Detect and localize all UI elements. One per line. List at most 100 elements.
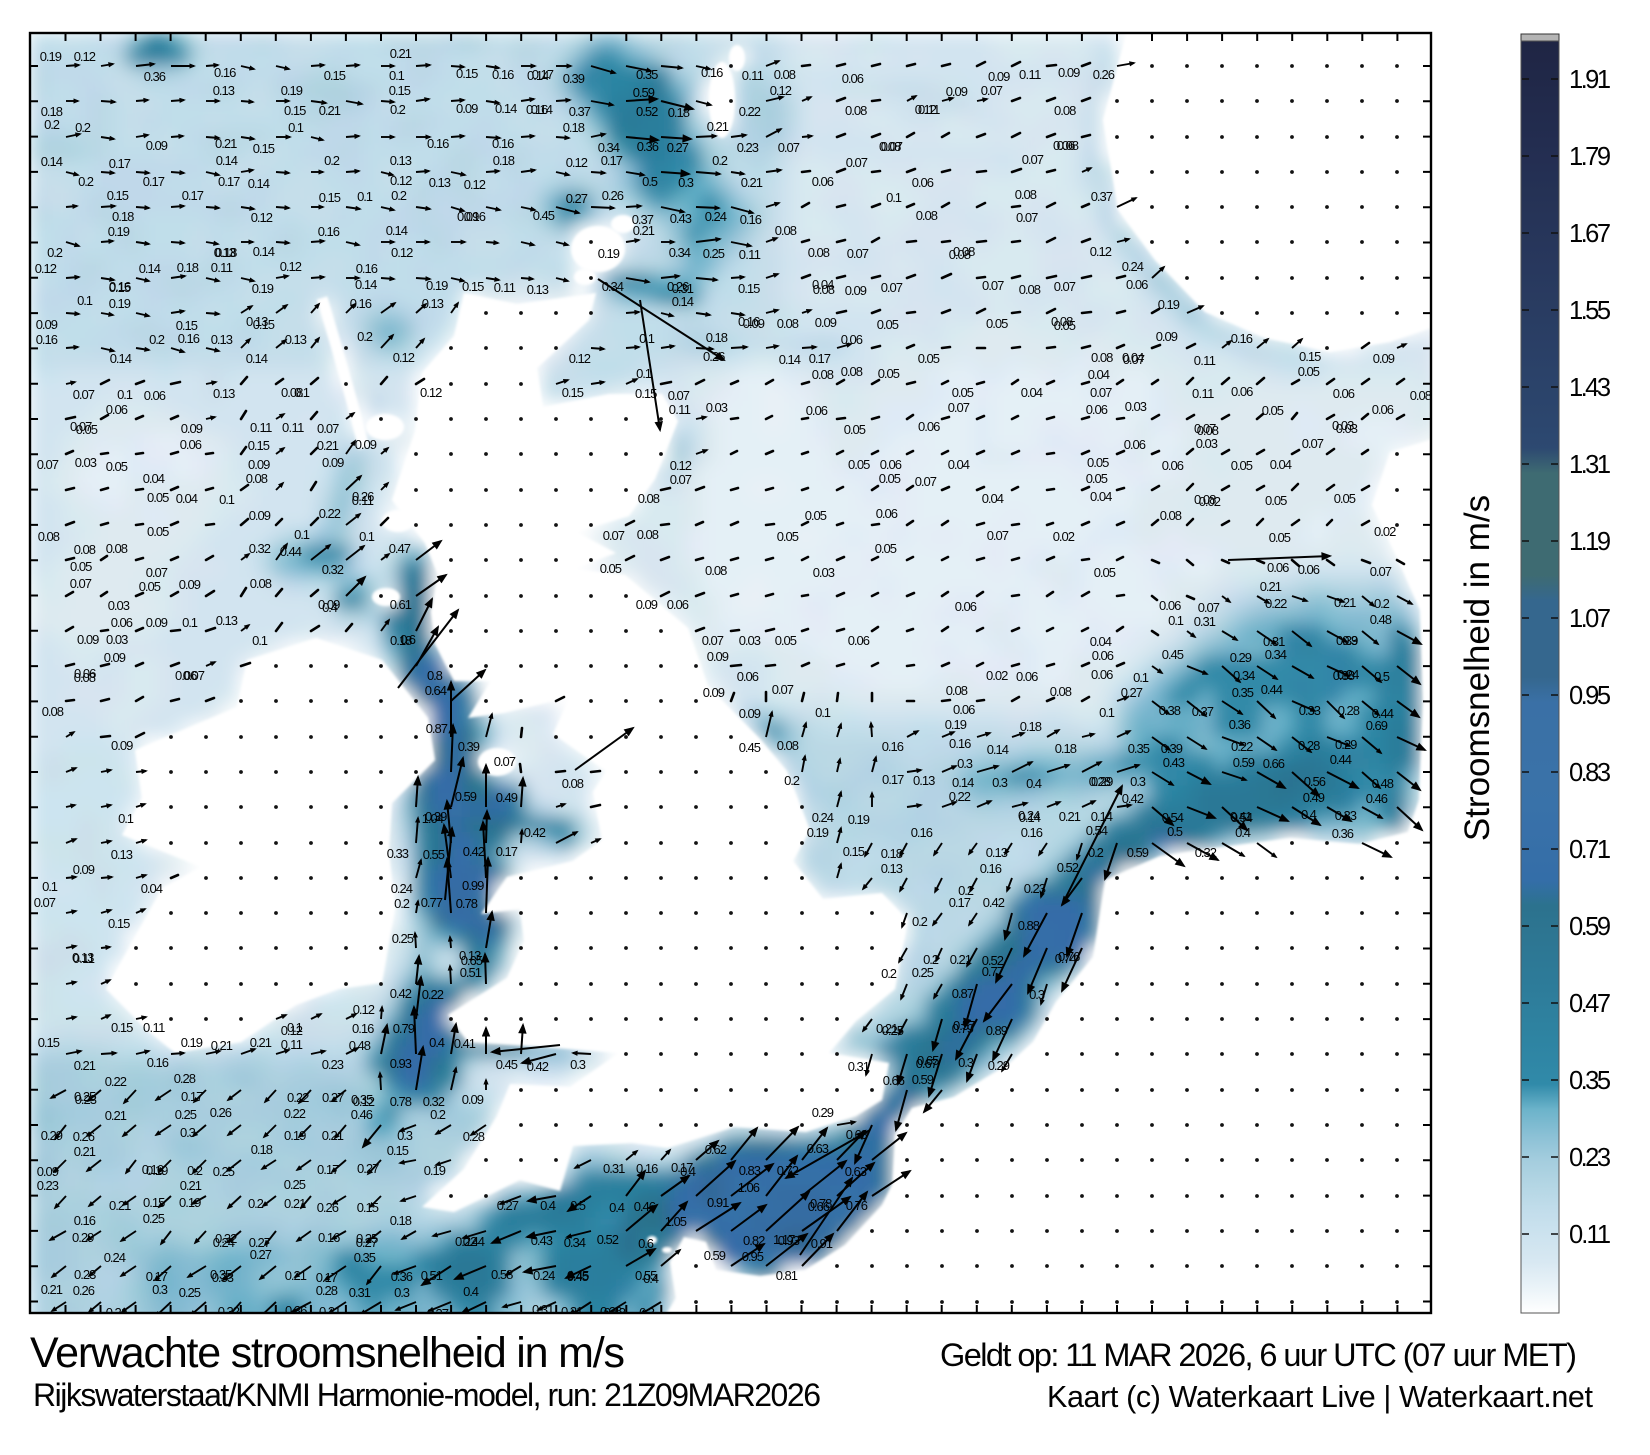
svg-text:0.65: 0.65 <box>917 1053 939 1068</box>
svg-text:0.04: 0.04 <box>141 881 163 896</box>
svg-text:0.59: 0.59 <box>1233 755 1255 770</box>
svg-text:0.72: 0.72 <box>777 1163 799 1178</box>
svg-text:0.06: 0.06 <box>1126 277 1148 292</box>
svg-text:0.03: 0.03 <box>106 632 128 647</box>
svg-text:0.07: 0.07 <box>1090 385 1112 400</box>
svg-text:0.09: 0.09 <box>1373 351 1395 366</box>
svg-text:0.14: 0.14 <box>779 352 801 367</box>
svg-text:0.3: 0.3 <box>992 775 1008 790</box>
svg-text:0.1: 0.1 <box>1133 670 1149 685</box>
svg-text:0.2: 0.2 <box>394 896 410 911</box>
svg-text:0.19: 0.19 <box>179 1195 201 1210</box>
svg-text:0.27: 0.27 <box>1121 685 1143 700</box>
svg-text:0.52: 0.52 <box>597 1232 619 1247</box>
svg-text:0.54: 0.54 <box>1231 810 1253 825</box>
svg-text:0.06: 0.06 <box>1124 437 1146 452</box>
svg-text:0.06: 0.06 <box>1333 386 1355 401</box>
svg-text:Geldt op: 11 MAR 2026, 6 uur U: Geldt op: 11 MAR 2026, 6 uur UTC (07 uur… <box>940 1337 1577 1373</box>
svg-text:0.66: 0.66 <box>883 1073 905 1088</box>
svg-text:0.12: 0.12 <box>251 210 273 225</box>
svg-text:0.19: 0.19 <box>848 812 870 827</box>
svg-text:0.07: 0.07 <box>73 387 95 402</box>
svg-text:0.74: 0.74 <box>1055 951 1077 966</box>
svg-text:0.04: 0.04 <box>143 471 165 486</box>
svg-text:0.09: 0.09 <box>322 455 344 470</box>
svg-text:1.04: 1.04 <box>422 811 444 826</box>
svg-text:0.09: 0.09 <box>457 209 479 224</box>
svg-text:0.09: 0.09 <box>815 315 837 330</box>
svg-text:0.05: 0.05 <box>1334 491 1356 506</box>
svg-text:0.12: 0.12 <box>1090 244 1112 259</box>
svg-text:0.27: 0.27 <box>249 1235 271 1250</box>
svg-text:0.49: 0.49 <box>1303 790 1325 805</box>
svg-text:0.18: 0.18 <box>215 245 237 260</box>
svg-text:0.26: 0.26 <box>73 1283 95 1298</box>
svg-text:0.21: 0.21 <box>741 175 763 190</box>
svg-text:0.05: 0.05 <box>777 529 799 544</box>
svg-text:0.16: 0.16 <box>882 739 904 754</box>
svg-text:0.06: 0.06 <box>111 615 133 630</box>
svg-text:0.91: 0.91 <box>811 1236 833 1251</box>
svg-text:0.19: 0.19 <box>252 281 274 296</box>
svg-text:0.32: 0.32 <box>249 541 271 556</box>
svg-text:1.06: 1.06 <box>738 1180 760 1195</box>
svg-text:0.18: 0.18 <box>41 104 63 119</box>
svg-text:0.05: 0.05 <box>70 559 92 574</box>
svg-text:0.04: 0.04 <box>982 491 1004 506</box>
svg-text:0.56: 0.56 <box>1304 774 1326 789</box>
svg-text:0.15: 0.15 <box>462 279 484 294</box>
svg-text:0.1: 0.1 <box>815 705 831 720</box>
svg-text:0.16: 0.16 <box>214 65 236 80</box>
svg-text:0.14: 0.14 <box>216 153 238 168</box>
svg-text:0.07: 0.07 <box>881 139 903 154</box>
svg-text:0.11: 0.11 <box>1569 1221 1611 1249</box>
svg-text:0.2: 0.2 <box>912 914 928 929</box>
svg-text:0.05: 0.05 <box>147 490 169 505</box>
svg-text:0.43: 0.43 <box>604 1305 626 1320</box>
svg-text:0.07: 0.07 <box>183 668 205 683</box>
svg-text:0.18: 0.18 <box>251 1142 273 1157</box>
svg-text:0.17: 0.17 <box>882 772 904 787</box>
svg-text:0.06: 0.06 <box>841 332 863 347</box>
svg-text:0.42: 0.42 <box>524 825 546 840</box>
svg-text:0.29: 0.29 <box>988 1058 1010 1073</box>
svg-text:0.08: 0.08 <box>1051 314 1073 329</box>
svg-text:0.24: 0.24 <box>533 1268 555 1283</box>
svg-text:0.06: 0.06 <box>812 174 834 189</box>
svg-text:0.06: 0.06 <box>1298 562 1320 577</box>
svg-text:0.18: 0.18 <box>1055 741 1077 756</box>
svg-text:0.48: 0.48 <box>1370 612 1392 627</box>
svg-text:0.36: 0.36 <box>600 1304 622 1319</box>
svg-text:0.05: 0.05 <box>1231 458 1253 473</box>
svg-text:0.07: 0.07 <box>670 472 692 487</box>
svg-text:0.47: 0.47 <box>389 541 411 556</box>
svg-text:0.08: 0.08 <box>74 670 96 685</box>
svg-text:0.11: 0.11 <box>143 1020 165 1035</box>
svg-text:0.87: 0.87 <box>426 721 448 736</box>
svg-text:0.07: 0.07 <box>846 155 868 170</box>
svg-text:0.99: 0.99 <box>462 878 484 893</box>
svg-text:0.12: 0.12 <box>420 385 442 400</box>
svg-text:0.12: 0.12 <box>391 245 413 260</box>
svg-text:0.16: 0.16 <box>911 825 933 840</box>
svg-text:0.1: 0.1 <box>118 811 134 826</box>
svg-text:0.14: 0.14 <box>531 102 553 117</box>
svg-text:0.11: 0.11 <box>282 420 304 435</box>
svg-text:0.09: 0.09 <box>703 685 725 700</box>
svg-text:0.11: 0.11 <box>352 493 374 508</box>
svg-text:0.4: 0.4 <box>1026 776 1042 791</box>
svg-text:0.18: 0.18 <box>563 120 585 135</box>
svg-text:1.91: 1.91 <box>1569 66 1611 94</box>
svg-text:0.05: 0.05 <box>1087 455 1109 470</box>
svg-text:0.16: 0.16 <box>1231 331 1253 346</box>
svg-text:0.77: 0.77 <box>982 964 1004 979</box>
svg-text:0.05: 0.05 <box>147 524 169 539</box>
svg-text:0.16: 0.16 <box>352 1021 374 1036</box>
svg-text:0.03: 0.03 <box>1332 418 1354 433</box>
svg-text:0.3: 0.3 <box>180 1125 196 1140</box>
svg-text:0.4: 0.4 <box>680 1164 696 1179</box>
svg-text:0.43: 0.43 <box>1163 755 1185 770</box>
svg-text:0.39: 0.39 <box>1161 741 1183 756</box>
svg-text:0.8: 0.8 <box>427 668 443 683</box>
svg-text:0.26: 0.26 <box>667 279 689 294</box>
